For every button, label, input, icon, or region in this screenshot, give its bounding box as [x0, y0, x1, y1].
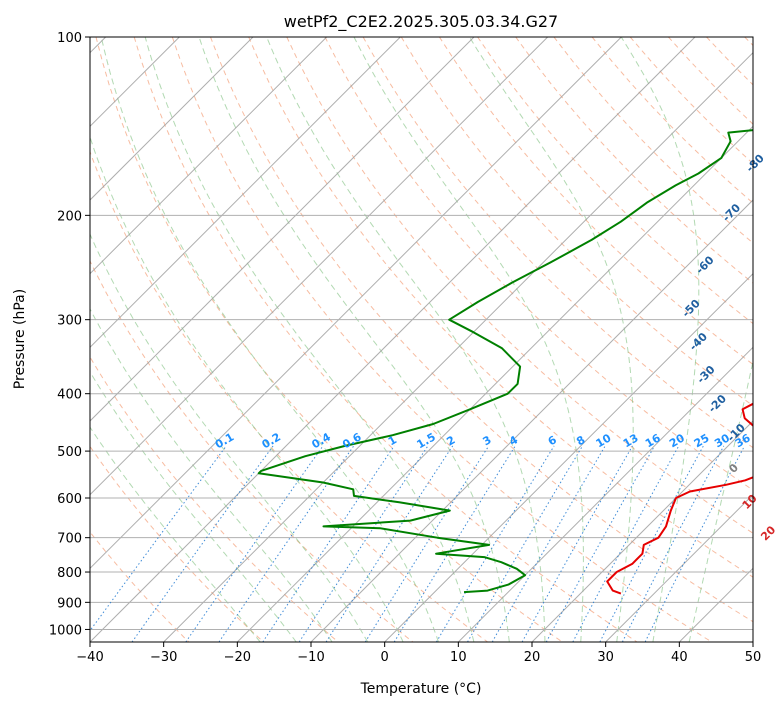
- moist-adiabat: [353, 37, 584, 642]
- moist-adiabat: [90, 370, 297, 642]
- mixing-ratio-lines: [90, 445, 746, 642]
- dry-adiabat: [210, 37, 753, 623]
- dry-adiabat: [90, 150, 488, 642]
- x-axis-label: Temperature (°C): [360, 681, 482, 697]
- mixing-ratio-line: [545, 445, 656, 642]
- mixing-ratio-line: [298, 445, 429, 642]
- x-tick-label: 50: [745, 650, 762, 665]
- mixing-ratio-line: [218, 445, 355, 642]
- y-tick-label: 900: [57, 596, 82, 611]
- x-tick-label: −40: [76, 650, 103, 665]
- x-tick-label: −20: [224, 650, 251, 665]
- mixing-ratio-line: [435, 445, 555, 642]
- y-tick-label: 400: [57, 388, 82, 403]
- x-tick-label: 0: [381, 650, 389, 665]
- moist-adiabat: [198, 37, 510, 642]
- mixing-ratio-line: [521, 445, 633, 642]
- x-tick-label: −10: [297, 650, 324, 665]
- x-tick-label: −30: [150, 650, 177, 665]
- isotherm: [163, 51, 753, 642]
- y-tick-label: 500: [57, 445, 82, 460]
- moist-adiabat: [620, 37, 700, 642]
- x-tick-label: 30: [597, 650, 614, 665]
- x-tick-label: 40: [671, 650, 688, 665]
- mixing-ratio-line: [467, 445, 584, 642]
- background-lines: [90, 37, 753, 642]
- dry-adiabat: [90, 445, 264, 642]
- y-tick-label: 800: [57, 566, 82, 581]
- isotherm: [236, 125, 753, 642]
- mixing-ratio-line: [644, 445, 746, 642]
- moist-adiabat: [688, 358, 753, 642]
- moist-adiabat: [90, 426, 261, 642]
- isotherm: [90, 37, 254, 201]
- isotherm: [90, 37, 622, 570]
- isotherm: [531, 420, 753, 642]
- isotherm: [605, 493, 753, 642]
- isotherm: [90, 37, 549, 496]
- y-tick-label: 100: [57, 31, 82, 46]
- mixing-ratio-line: [364, 445, 490, 642]
- x-axis-ticks: −40 −30 −20 −10 0 10 20 30 40 50: [76, 642, 761, 665]
- chart-title: wetPf2_C2E2.2025.305.03.34.G27: [284, 12, 558, 32]
- y-axis-label: Pressure (hPa): [12, 289, 28, 389]
- mixing-ratio-line: [262, 445, 395, 642]
- dry-adiabat: [362, 37, 753, 449]
- moist-adiabat: [90, 135, 404, 642]
- isotherm: [90, 37, 328, 275]
- temperature-profile: [606, 402, 753, 595]
- dry-adiabat: [400, 37, 753, 407]
- y-tick-label: 200: [57, 209, 82, 224]
- moist-adiabat: [100, 37, 439, 642]
- x-tick-label: 20: [524, 650, 541, 665]
- mixing-ratio-line: [393, 445, 516, 642]
- mixing-ratio-line: [131, 445, 274, 642]
- isotherm: [457, 346, 753, 642]
- moist-adiabat: [90, 308, 333, 642]
- y-tick-label: 600: [57, 492, 82, 507]
- mixing-ratio-line: [325, 445, 454, 642]
- moist-adiabat: [90, 232, 369, 642]
- dry-adiabat: [133, 37, 638, 642]
- y-tick-label: 300: [57, 314, 82, 329]
- isotherm: [90, 37, 475, 422]
- moist-adiabat: [144, 37, 475, 642]
- isotherm: [90, 37, 696, 642]
- mixing-ratio-line: [621, 445, 725, 642]
- moist-adiabat: [266, 37, 546, 642]
- dry-adiabat: [95, 37, 563, 642]
- dry-adiabat: [248, 37, 753, 578]
- x-tick-label: 10: [450, 650, 467, 665]
- y-tick-label: 1000: [49, 623, 82, 638]
- y-axis-ticks: 100 200 300 400 500 600 700 800 900 1000: [49, 31, 90, 638]
- isotherm: [310, 199, 753, 642]
- plot-frame: [89, 36, 754, 643]
- mixing-ratio-line: [185, 445, 324, 642]
- isotherm: [384, 272, 753, 642]
- y-tick-label: 700: [57, 532, 82, 547]
- dry-adiabat: [324, 37, 753, 491]
- isotherm: [90, 37, 401, 349]
